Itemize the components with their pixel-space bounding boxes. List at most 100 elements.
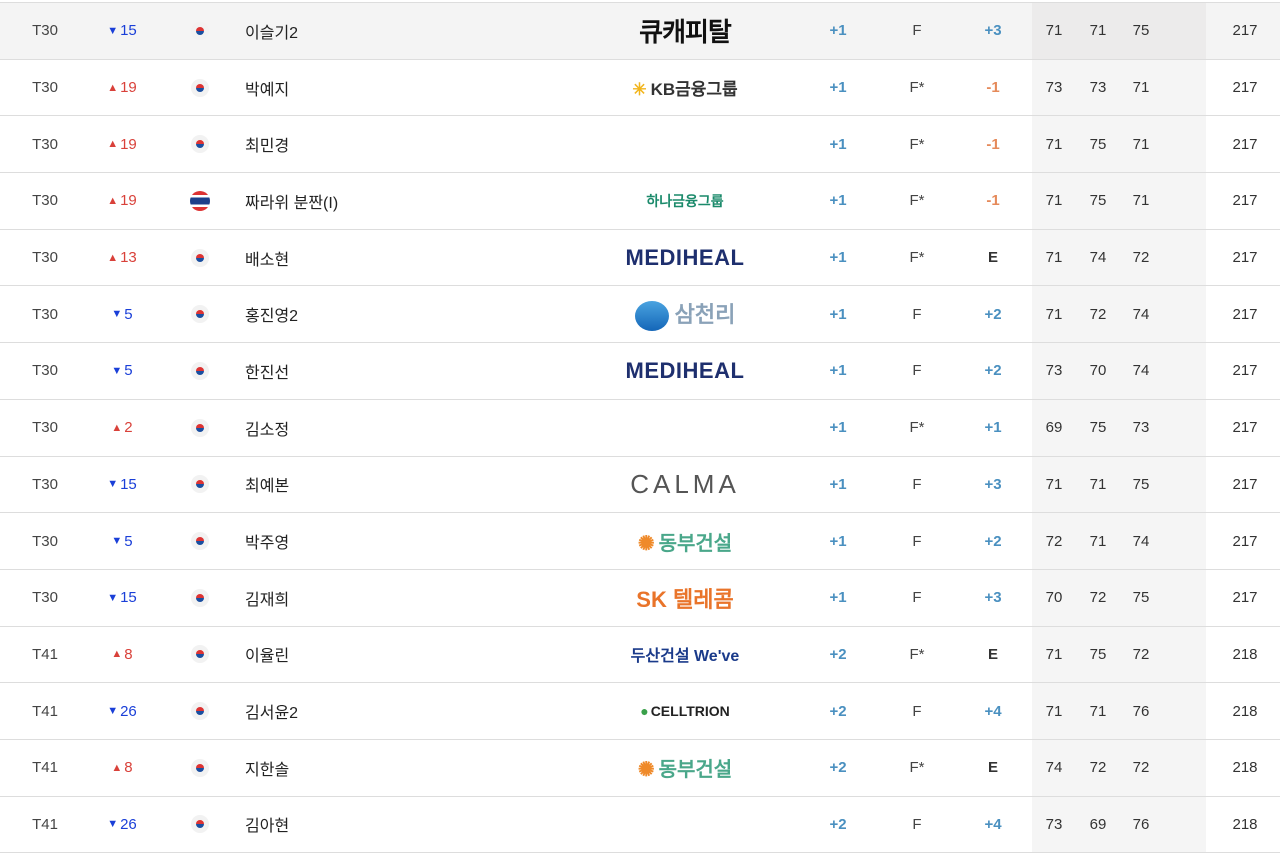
- rounds-band: [1032, 456, 1206, 513]
- player-row[interactable]: T41 ▼ 26 김서윤2 ● CELLTRION +2 F +4 71 71 76…: [0, 683, 1280, 740]
- round-3: 75: [1132, 22, 1150, 40]
- player-name[interactable]: 배소현: [245, 251, 290, 269]
- thru: F: [912, 362, 922, 380]
- korea-flag-icon: [191, 532, 209, 551]
- total-strokes: 217: [1232, 419, 1258, 437]
- player-row[interactable]: T30 ▲ 19 박예지 ✳ KB금융그룹 +1 F* -1 73 73 71 21…: [0, 59, 1280, 117]
- triangle-up-icon: ▲: [111, 421, 123, 434]
- rank: T30: [32, 589, 58, 607]
- rounds-band: [1032, 683, 1206, 739]
- player-row[interactable]: T30 ▼ 5 한진선 MEDIHEAL +1 F +2 73 70 74 217: [0, 343, 1280, 400]
- player-row[interactable]: T30 ▲ 13 배소현 MEDIHEAL +1 F* E 71 74 72 21…: [0, 229, 1280, 287]
- korea-flag-icon: [191, 588, 209, 607]
- total-strokes: 217: [1232, 362, 1258, 380]
- sponsor-logo: [600, 400, 770, 456]
- rank-change: ▲ 19: [107, 135, 137, 153]
- korea-flag-icon: [191, 418, 209, 437]
- round-1: 73: [1045, 362, 1063, 380]
- player-name[interactable]: 김소정: [245, 421, 290, 439]
- player-name[interactable]: 홍진영2: [245, 308, 299, 326]
- player-name[interactable]: 지한솔: [245, 761, 290, 779]
- today-score: +2: [829, 759, 847, 777]
- rank: T41: [32, 702, 58, 720]
- round-3: 76: [1132, 815, 1150, 833]
- total-strokes: 217: [1232, 249, 1258, 267]
- rank: T30: [32, 475, 58, 493]
- rank: T30: [32, 305, 58, 323]
- round-2: 72: [1089, 759, 1107, 777]
- player-row[interactable]: T30 ▲ 19 짜라위 분짠(I) 하나금융그룹 +1 F* -1 71 75 …: [0, 173, 1280, 230]
- rounds-band: [1032, 796, 1206, 853]
- triangle-up-icon: ▲: [111, 761, 123, 774]
- player-row[interactable]: T41 ▼ 26 김아현 +2 F +4 73 69 76 218: [0, 796, 1280, 853]
- korea-flag-icon: [191, 815, 209, 834]
- player-name[interactable]: 김재희: [245, 591, 290, 609]
- total-to-par: +3: [984, 589, 1002, 607]
- triangle-down-icon: ▼: [107, 478, 119, 491]
- round-1: 71: [1045, 22, 1063, 40]
- player-row[interactable]: T41 ▲ 8 지한솔 ✺ 동부건설 +2 F* E 74 72 72 218: [0, 739, 1280, 797]
- triangle-down-icon: ▼: [111, 535, 123, 548]
- player-row[interactable]: T41 ▲ 8 이율린 두산건설 We've +2 F* E 71 75 72 2…: [0, 626, 1280, 684]
- celltrion-dots-icon: ●: [640, 703, 649, 720]
- player-row[interactable]: T30 ▼ 15 이슬기2 큐캐피탈 +1 F +3 71 71 75 217: [0, 3, 1280, 60]
- round-3: 74: [1132, 362, 1150, 380]
- total-to-par: +2: [984, 362, 1002, 380]
- player-name[interactable]: 김서윤2: [245, 705, 299, 723]
- player-name[interactable]: 짜라위 분짠(I): [245, 194, 339, 212]
- triangle-up-icon: ▲: [107, 138, 119, 151]
- player-name[interactable]: 김아현: [245, 818, 290, 836]
- player-row[interactable]: T30 ▼ 5 박주영 ✺ 동부건설 +1 F +2 72 71 74 217: [0, 513, 1280, 570]
- round-1: 72: [1045, 532, 1063, 550]
- round-3: 74: [1132, 532, 1150, 550]
- rank-change: ▲ 8: [111, 759, 133, 777]
- round-3: 72: [1132, 249, 1150, 267]
- rank: T30: [32, 135, 58, 153]
- rank-change: ▼ 5: [111, 532, 133, 550]
- thru: F: [912, 22, 922, 40]
- thru: F: [912, 532, 922, 550]
- rank-change: ▼ 15: [107, 22, 137, 40]
- dongbu-sun-icon: ✺: [637, 759, 655, 782]
- round-2: 71: [1089, 702, 1107, 720]
- player-row[interactable]: T30 ▼ 15 최예본 CALMA +1 F +3 71 71 75 217: [0, 456, 1280, 514]
- thru: F*: [909, 645, 925, 663]
- today-score: +1: [829, 589, 847, 607]
- player-row[interactable]: T30 ▼ 5 홍진영2 삼천리 +1 F +2 71 72 74 217: [0, 286, 1280, 344]
- sponsor-logo: 두산건설 We've: [630, 648, 740, 666]
- player-name[interactable]: 최예본: [245, 478, 290, 496]
- thru: F: [912, 815, 922, 833]
- round-3: 75: [1132, 475, 1150, 493]
- sponsor-logo: [600, 797, 770, 853]
- rank-change: ▼ 5: [111, 362, 133, 380]
- korea-flag-icon: [191, 248, 209, 267]
- rounds-band: [1032, 59, 1206, 116]
- round-1: 74: [1045, 759, 1063, 777]
- player-name[interactable]: 한진선: [245, 364, 290, 382]
- round-3: 73: [1132, 419, 1150, 437]
- player-name[interactable]: 이율린: [245, 648, 290, 666]
- player-name[interactable]: 최민경: [245, 138, 290, 156]
- thru: F*: [909, 759, 925, 777]
- round-1: 69: [1045, 419, 1063, 437]
- rounds-band: [1032, 173, 1206, 229]
- total-to-par: +2: [984, 532, 1002, 550]
- rounds-band: [1032, 399, 1206, 456]
- korea-flag-icon: [191, 758, 209, 777]
- round-3: 74: [1132, 305, 1150, 323]
- player-row[interactable]: T30 ▲ 2 김소정 +1 F* +1 69 75 73 217: [0, 399, 1280, 457]
- player-row[interactable]: T30 ▼ 15 김재희 SK 텔레콤 +1 F +3 70 72 75 217: [0, 569, 1280, 627]
- player-name[interactable]: 박주영: [245, 535, 290, 553]
- today-score: +2: [829, 645, 847, 663]
- round-3: 71: [1132, 79, 1150, 97]
- player-row[interactable]: T30 ▲ 19 최민경 +1 F* -1 71 75 71 217: [0, 116, 1280, 174]
- player-name[interactable]: 이슬기2: [245, 24, 299, 42]
- triangle-up-icon: ▲: [107, 194, 119, 207]
- rank-change: ▼ 26: [107, 702, 137, 720]
- total-to-par: +3: [984, 475, 1002, 493]
- total-to-par: E: [987, 249, 998, 267]
- round-3: 72: [1132, 759, 1150, 777]
- round-3: 72: [1132, 645, 1150, 663]
- player-name[interactable]: 박예지: [245, 81, 290, 99]
- round-1: 71: [1045, 475, 1063, 493]
